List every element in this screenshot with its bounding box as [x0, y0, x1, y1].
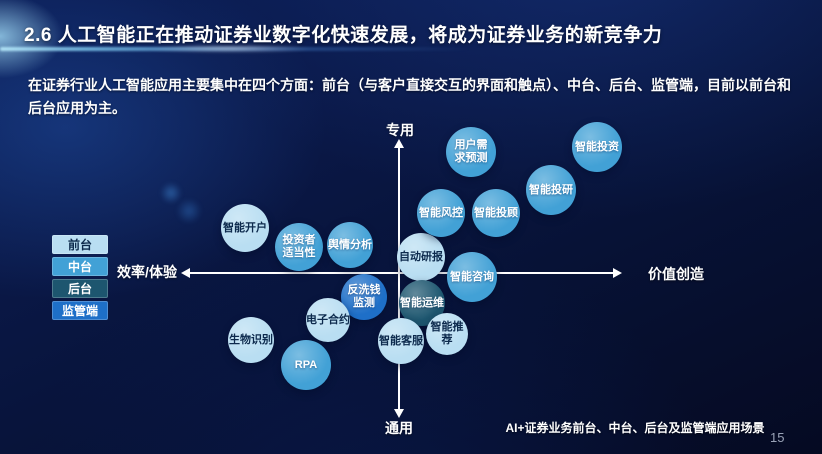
legend-item-regulator: 监管端: [52, 301, 108, 320]
chart-bubble: RPA: [281, 340, 331, 390]
legend-item-front: 前台: [52, 235, 108, 254]
title-underline-flare-core: [120, 45, 340, 52]
x-axis-right-arrow-icon: [613, 268, 622, 278]
chart-bubble: 智能投研: [526, 165, 576, 215]
y-axis-line: [398, 148, 400, 410]
axis-label-right: 价值创造: [648, 266, 704, 282]
axis-label-left: 效率/体验: [117, 264, 177, 280]
lens-flare-dot: [160, 182, 182, 204]
chart-bubble: 电子合约: [306, 298, 350, 342]
chart-bubble: 智能投顾: [472, 189, 520, 237]
chart-bubble: 用户需 求预测: [446, 127, 496, 177]
x-axis-line: [189, 272, 614, 274]
chart-bubble: 自动研报: [397, 233, 445, 281]
chart-bubble: 智能客服: [378, 318, 424, 364]
legend-item-back: 后台: [52, 279, 108, 298]
axis-label-bottom: 通用: [385, 420, 413, 436]
slide-subtitle: 在证券行业人工智能应用主要集中在四个方面：前台（与客户直接交互的界面和触点）、中…: [28, 77, 791, 116]
page-number: 15: [770, 430, 785, 445]
chart-bubble: 智能开户: [221, 204, 269, 252]
chart-caption: AI+证券业务前台、中台、后台及监管端应用场景: [505, 421, 765, 435]
chart-legend: 前台 中台 后台 监管端: [52, 235, 108, 323]
chart-bubble: 智能推荐: [426, 313, 468, 355]
chart-bubble: 智能风控: [417, 189, 465, 237]
axis-label-top: 专用: [386, 122, 414, 138]
lens-flare-dot: [176, 198, 202, 224]
chart-bubble: 反洗钱 监测: [341, 274, 387, 320]
slide-title: 2.6 人工智能正在推动证券业数字化快速发展，将成为证券业务的新竞争力: [24, 25, 663, 46]
y-axis-bottom-arrow-icon: [394, 409, 404, 418]
x-axis-left-arrow-icon: [181, 268, 190, 278]
chart-bubble: 智能投资: [572, 122, 622, 172]
legend-item-middle: 中台: [52, 257, 108, 276]
chart-bubble: 智能咨询: [447, 252, 497, 302]
y-axis-top-arrow-icon: [394, 139, 404, 148]
chart-bubble: 投资者 适当性: [275, 223, 323, 271]
chart-bubble: 生物识别: [228, 317, 274, 363]
chart-bubble: 舆情分析: [327, 222, 373, 268]
